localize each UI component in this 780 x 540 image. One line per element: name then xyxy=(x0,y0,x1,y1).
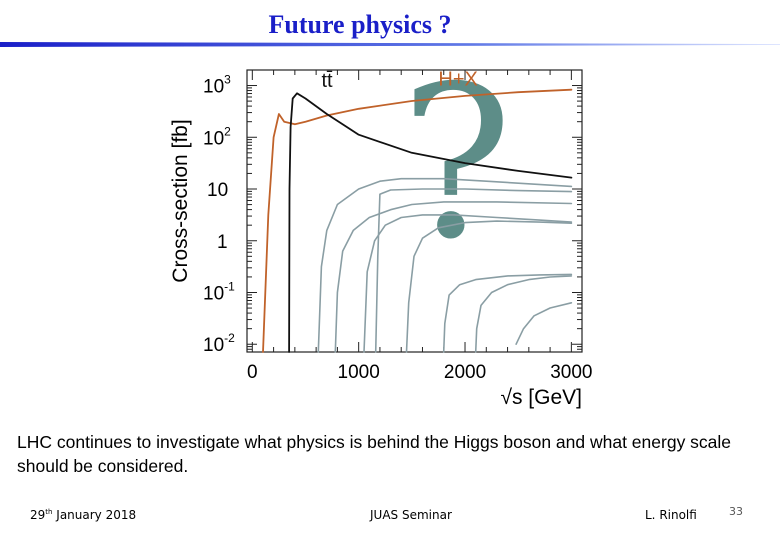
y-tick-label: 103 xyxy=(203,73,231,98)
series-line-7 xyxy=(442,273,573,353)
plot-frame xyxy=(246,69,583,353)
series-line-2 xyxy=(317,177,573,353)
series-line-0 xyxy=(262,88,573,353)
series-line-4 xyxy=(363,214,573,353)
footer-date-day: 29 xyxy=(30,508,46,522)
series-line-9 xyxy=(515,302,573,346)
footer-date-sup: th xyxy=(45,508,53,516)
label-hx: H+X xyxy=(438,69,477,91)
y-tick-label-base: 10 xyxy=(203,77,224,98)
y-tick-label: 102 xyxy=(203,124,231,149)
y-tick-label-base: 10 xyxy=(207,180,228,201)
footer-date-rest: January 2018 xyxy=(52,508,137,522)
footer-date: 29th January 2018 xyxy=(30,508,136,522)
x-tick-label: 1000 xyxy=(338,362,380,383)
y-tick-label: 10 xyxy=(207,180,228,201)
footer-author: L. Rinolfi xyxy=(645,508,697,522)
series-line-6 xyxy=(405,220,573,353)
y-tick-label-exponent: -1 xyxy=(224,279,235,293)
series-line-5 xyxy=(374,188,573,353)
y-tick-label-exponent: 3 xyxy=(224,73,231,87)
series-line-8 xyxy=(474,275,573,353)
y-tick-label-base: 10 xyxy=(203,283,224,304)
y-tick-label-exponent: -2 xyxy=(224,331,235,345)
title-underline xyxy=(0,42,780,47)
x-tick-label: 0 xyxy=(247,362,258,383)
x-tick-label: 3000 xyxy=(550,362,592,383)
y-tick-label-exponent: 2 xyxy=(224,124,231,138)
label-ttbar: tt̄ xyxy=(321,70,333,92)
y-axis-label: Cross-section [fb] xyxy=(169,119,192,282)
y-tick-label-base: 1 xyxy=(217,232,228,253)
y-tick-label: 10-2 xyxy=(203,331,235,356)
y-tick-label: 1 xyxy=(217,232,228,253)
y-tick-label-base: 10 xyxy=(203,335,224,356)
x-axis-label: √s [GeV] xyxy=(500,386,582,409)
y-tick-label-base: 10 xyxy=(203,128,224,149)
x-tick-label: 2000 xyxy=(444,362,486,383)
page-number: 33 xyxy=(729,505,743,518)
footer-center: JUAS Seminar xyxy=(370,508,452,522)
series-line-1 xyxy=(288,92,573,353)
body-text: LHC continues to investigate what physic… xyxy=(17,432,732,476)
y-tick-label: 10-1 xyxy=(203,279,235,304)
slide-title: Future physics ? xyxy=(268,10,452,39)
